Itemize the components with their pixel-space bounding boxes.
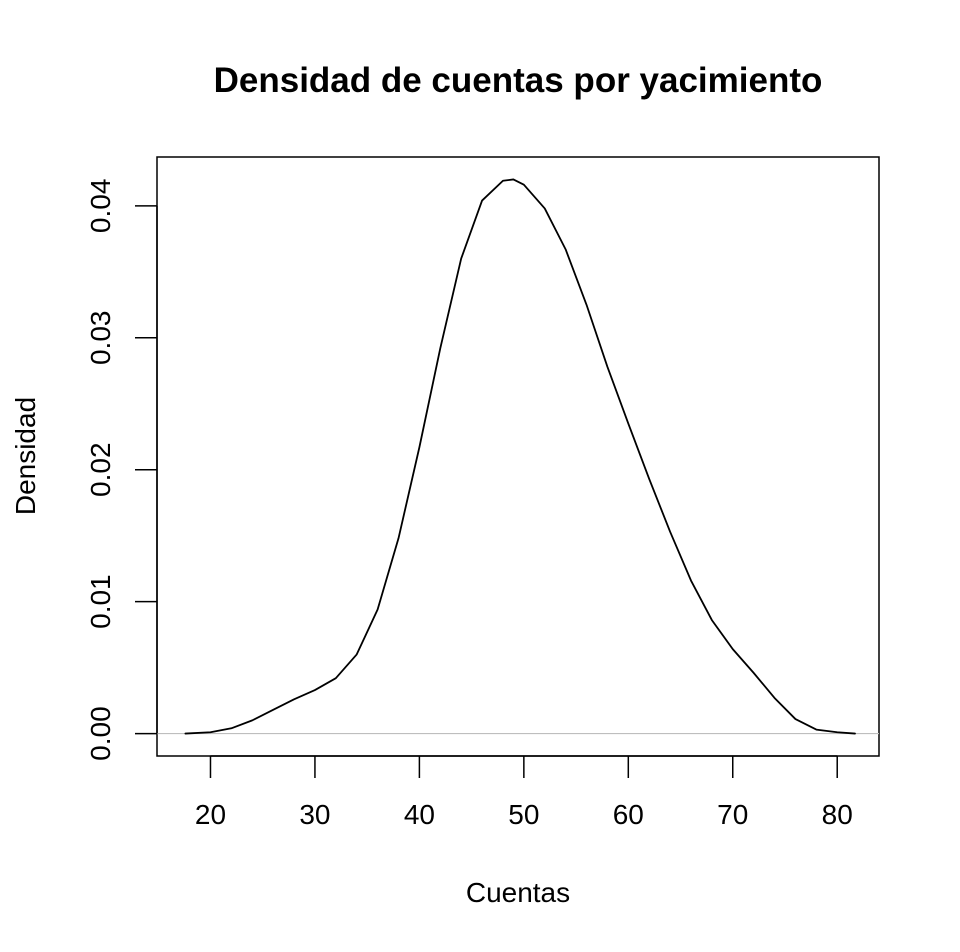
y-axis-label: Densidad [10, 397, 41, 515]
plot-area [157, 178, 879, 735]
plot-frame [156, 156, 880, 757]
chart-title: Densidad de cuentas por yacimiento [214, 61, 823, 100]
y-tick-label: 0.01 [85, 574, 116, 629]
density-line [184, 178, 856, 735]
x-tick-label: 40 [404, 799, 435, 830]
y-tick-label: 0.00 [85, 706, 116, 761]
x-tick-label: 20 [195, 799, 226, 830]
x-tick-label: 70 [717, 799, 748, 830]
x-tick-label: 30 [299, 799, 330, 830]
x-tick-label: 80 [822, 799, 853, 830]
y-tick-label: 0.03 [85, 311, 116, 366]
x-axis-label: Cuentas [466, 877, 570, 908]
y-axis: 0.00 0.01 0.02 0.03 0.04 [85, 179, 158, 761]
x-axis: 20 30 40 50 60 70 80 [195, 755, 853, 830]
y-tick-label: 0.04 [85, 179, 116, 234]
x-tick-label: 60 [613, 799, 644, 830]
x-tick-label: 50 [508, 799, 539, 830]
y-tick-label: 0.02 [85, 442, 116, 497]
